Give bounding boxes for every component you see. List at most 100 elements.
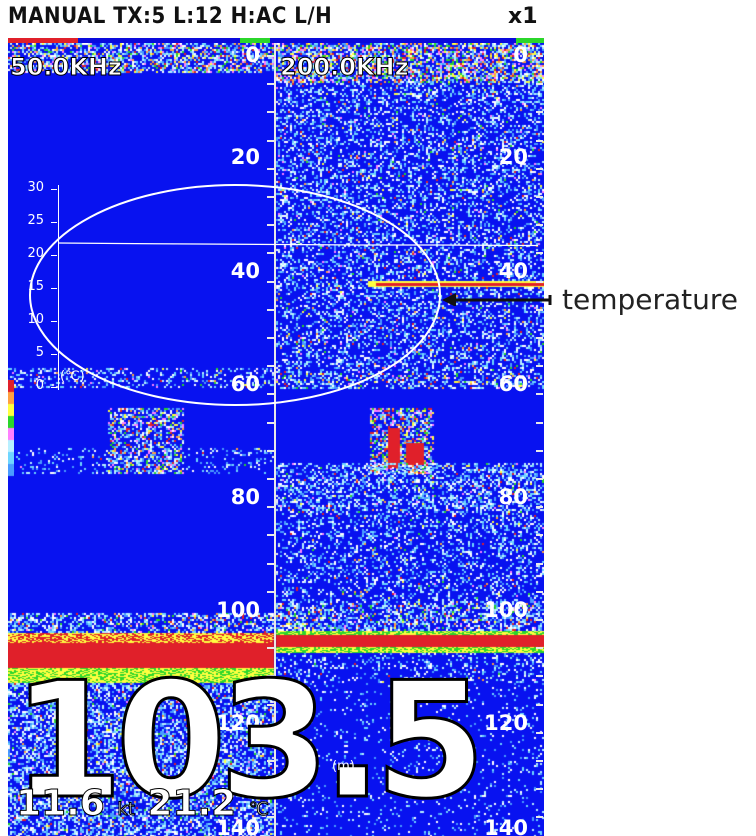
temp-label-20: 20 <box>27 246 44 261</box>
right-depth-140: 140 <box>484 816 528 836</box>
depth-tick <box>267 534 274 537</box>
annotation-arrow <box>442 293 552 306</box>
speed-unit: kt <box>117 799 136 821</box>
depth-tick <box>536 252 543 255</box>
depth-unit: (m) <box>332 759 355 774</box>
depth-tick <box>267 675 274 678</box>
depth-tick <box>267 280 274 283</box>
depth-tick <box>536 280 543 283</box>
depth-tick <box>267 788 274 791</box>
temperature-axis-line <box>58 185 59 390</box>
temp-label-0: 0 <box>35 378 44 393</box>
depth-tick <box>267 703 274 706</box>
depth-tick <box>536 788 543 791</box>
temp-tick <box>51 255 57 256</box>
depth-tick <box>536 196 543 198</box>
depth-tick <box>267 421 274 424</box>
center-depth-120: 120 <box>216 711 260 735</box>
depth-tick <box>536 506 543 509</box>
depth-tick <box>267 647 274 650</box>
depth-tick <box>267 365 274 368</box>
right-depth-60: 60 <box>498 372 528 396</box>
depth-tick <box>536 83 543 86</box>
depth-tick <box>536 308 543 311</box>
depth-tick <box>267 816 274 819</box>
depth-tick <box>267 478 274 480</box>
center-depth-100: 100 <box>216 598 260 622</box>
depth-tick <box>267 83 274 86</box>
depth-tick <box>267 139 274 142</box>
temp-tick <box>51 288 57 289</box>
speed-temp-readout: 11.6 kt 21.2 ℃ <box>16 783 270 825</box>
range-color-bar <box>8 38 544 43</box>
status-header: MANUAL TX:5 L:12 H:AC L/H x1 <box>0 0 546 40</box>
depth-tick <box>536 534 543 537</box>
depth-tick <box>536 167 543 170</box>
depth-tick <box>267 760 274 762</box>
depth-tick <box>536 647 543 650</box>
depth-tick <box>536 703 543 706</box>
depth-tick <box>536 421 543 424</box>
depth-tick <box>536 365 543 368</box>
left-frequency-label: 50.0KHz <box>10 53 123 82</box>
right-depth-20: 20 <box>498 145 528 169</box>
depth-tick <box>536 55 543 57</box>
depth-tick <box>267 506 274 509</box>
annotation-label: temperature <box>562 283 738 316</box>
depth-tick <box>267 590 274 593</box>
speed-value: 11.6 <box>16 783 106 825</box>
depth-tick <box>536 675 543 678</box>
right-frequency-label: 200.0KHz <box>280 53 410 82</box>
temp-tick <box>51 387 57 388</box>
depth-tick <box>536 337 543 339</box>
temperature-curve <box>58 242 538 247</box>
depth-tick <box>536 760 543 762</box>
echogram-display[interactable]: 50.0KHz 200.0KHz 0 20 40 60 80 100 120 1… <box>8 43 544 836</box>
depth-tick <box>267 55 274 57</box>
depth-tick <box>536 619 543 621</box>
depth-tick <box>536 224 543 227</box>
temp-tick <box>51 321 57 322</box>
temp-label-30: 30 <box>27 180 44 195</box>
temp-tick <box>51 189 57 190</box>
depth-tick <box>267 224 274 227</box>
depth-tick <box>267 111 274 114</box>
depth-tick <box>267 167 274 170</box>
right-depth-120: 120 <box>484 711 528 735</box>
right-depth-40: 40 <box>498 259 528 283</box>
depth-tick <box>536 562 543 565</box>
depth-tick <box>267 308 274 311</box>
right-depth-80: 80 <box>498 485 528 509</box>
temp-label-5: 5 <box>35 345 44 360</box>
center-depth-80: 80 <box>230 485 260 509</box>
right-depth-100: 100 <box>484 598 528 622</box>
depth-tick <box>536 393 543 396</box>
depth-tick <box>536 449 543 452</box>
temp-tick <box>51 222 57 223</box>
temp-label-25: 25 <box>27 213 44 228</box>
center-depth-0: 0 <box>245 43 260 67</box>
channel-divider <box>274 43 276 836</box>
echo-noise-layer <box>8 43 544 836</box>
depth-tick <box>536 590 543 593</box>
water-temp-value: 21.2 <box>147 783 237 825</box>
depth-tick <box>267 337 274 339</box>
temp-unit-label: (℃) <box>60 369 85 384</box>
depth-tick <box>536 111 543 114</box>
depth-tick <box>267 196 274 198</box>
depth-tick <box>536 139 543 142</box>
center-depth-140: 140 <box>216 816 260 836</box>
center-depth-60: 60 <box>230 372 260 396</box>
water-temp-unit: ℃ <box>248 799 269 821</box>
depth-tick <box>267 449 274 452</box>
depth-tick <box>536 478 543 480</box>
right-depth-0: 0 <box>513 43 528 67</box>
depth-tick <box>267 731 274 734</box>
depth-readout: 103.5 <box>10 647 487 834</box>
depth-tick <box>267 393 274 396</box>
temp-tick <box>51 354 57 355</box>
zoom-indicator[interactable]: x1 <box>508 4 538 29</box>
depth-tick <box>267 619 274 621</box>
depth-tick <box>536 816 543 819</box>
highlight-ellipse <box>29 184 441 406</box>
